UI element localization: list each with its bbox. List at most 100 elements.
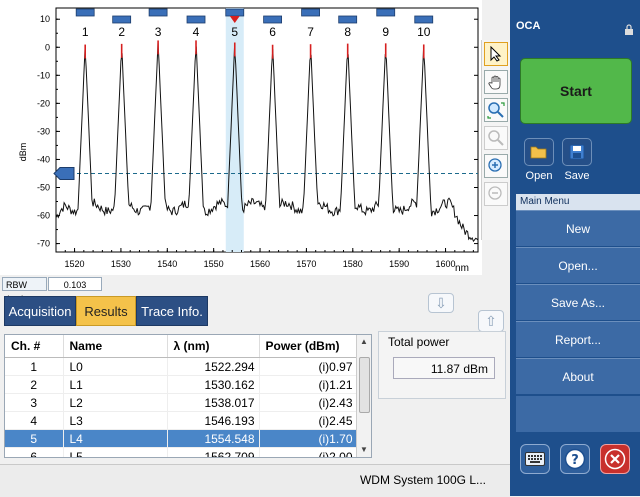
channel-marker-flag <box>338 15 358 24</box>
y-tick-label: -60 <box>37 211 50 221</box>
menu-item-save-as[interactable]: Save As... <box>516 284 640 320</box>
spectrum-chart[interactable]: 10 0 -10 -20 -30 -40 -50 -60 -70 1520 1530 1540 1550… <box>0 0 482 275</box>
table-row[interactable]: 1 L0 1522.294 (i)0.97 <box>5 357 358 376</box>
table-scrollbar[interactable]: ▲ ▼ <box>356 335 371 457</box>
spectrum-svg[interactable]: 10 0 -10 -20 -30 -40 -50 -60 -70 1520 1530 1540 1550… <box>0 0 482 275</box>
cell-wavelength: 1562.709 <box>167 447 260 457</box>
cell-channel: 5 <box>5 429 64 448</box>
x-tick-label: 1560 <box>250 259 270 269</box>
zoom-area-icon[interactable] <box>484 98 508 122</box>
tab-acquisition[interactable]: Acquisition <box>4 296 76 326</box>
rbw-value: 0.103 <box>48 277 102 291</box>
open-button[interactable] <box>524 138 554 166</box>
tab-results[interactable]: Results <box>76 296 136 326</box>
x-tick-label: 1550 <box>204 259 224 269</box>
cell-name: L1 <box>63 375 168 394</box>
channel-marker-label: 9 <box>382 25 389 39</box>
x-tick-label: 1540 <box>157 259 177 269</box>
y-tick-label: -10 <box>37 70 50 80</box>
x-tick-label: 1570 <box>296 259 316 269</box>
scroll-thumb[interactable] <box>359 357 370 413</box>
header-channel[interactable]: Ch. # <box>5 335 64 358</box>
menu-item-report[interactable]: Report... <box>516 321 640 357</box>
cell-channel: 6 <box>5 447 64 457</box>
channel-marker-flag <box>186 15 206 24</box>
header-power[interactable]: Power (dBm) <box>259 335 358 358</box>
channel-marker-label: 2 <box>118 25 125 39</box>
x-tick-label: 1600 <box>436 259 456 269</box>
right-panel: OCA Start Open Save Main Menu New Open..… <box>510 0 640 496</box>
pointer-tool-icon[interactable] <box>484 42 508 66</box>
help-button[interactable]: ? <box>560 444 590 474</box>
channel-marker-label: 4 <box>193 25 200 39</box>
header-name[interactable]: Name <box>63 335 168 358</box>
selected-marker-icon <box>229 16 240 23</box>
zoom-reset-icon[interactable] <box>484 126 508 150</box>
channel-marker-flag <box>263 15 283 24</box>
cell-channel: 2 <box>5 375 64 394</box>
y-tick-label: 10 <box>40 14 50 24</box>
selected-channel-band <box>225 8 244 252</box>
cell-channel: 3 <box>5 393 64 412</box>
channel-marker-label: 1 <box>82 25 89 39</box>
folder-open-icon <box>530 146 547 159</box>
collapse-down-button[interactable]: ⇩ <box>428 293 454 313</box>
table-row-selected[interactable]: 5 L4 1554.548 (i)1.70 <box>5 429 358 448</box>
start-button[interactable]: Start <box>520 58 632 124</box>
main-menu-header: Main Menu <box>516 194 640 210</box>
header-wavelength[interactable]: λ (nm) <box>167 335 260 358</box>
tab-trace-info[interactable]: Trace Info. <box>136 296 208 326</box>
close-button[interactable] <box>600 444 630 474</box>
menu-item-about[interactable]: About <box>516 358 640 394</box>
cell-name: L4 <box>63 429 168 448</box>
arrow-up-icon: ⇧ <box>485 312 497 329</box>
plot-area <box>55 7 479 253</box>
channel-marker-flag <box>376 8 396 17</box>
cell-power: (i)0.97 <box>259 357 358 376</box>
cell-wavelength: 1554.548 <box>167 429 260 448</box>
chart-toolbar <box>481 40 510 240</box>
pan-hand-icon[interactable] <box>484 70 508 94</box>
total-power-value: 11.87 dBm <box>393 357 495 379</box>
zoom-out-icon[interactable] <box>484 182 508 206</box>
keyboard-button[interactable] <box>520 444 550 474</box>
channel-marker-label: 7 <box>307 25 314 39</box>
app-title: OCA <box>516 20 541 32</box>
y-tick-label: -50 <box>37 182 50 192</box>
scroll-down-icon[interactable]: ▼ <box>360 445 368 454</box>
y-tick-label: -40 <box>37 154 50 164</box>
cell-wavelength: 1530.162 <box>167 375 260 394</box>
y-tick-label: -30 <box>37 126 50 136</box>
cell-wavelength: 1546.193 <box>167 411 260 430</box>
status-bar: WDM System 100G L... <box>0 464 510 497</box>
cell-power: (i)2.43 <box>259 393 358 412</box>
table-row[interactable]: 4 L3 1546.193 (i)2.45 <box>5 411 358 430</box>
menu-item-new[interactable]: New <box>516 210 640 246</box>
table-row[interactable]: 3 L2 1538.017 (i)2.43 <box>5 393 358 412</box>
expand-up-button[interactable]: ⇧ <box>478 310 504 332</box>
menu-item-open[interactable]: Open... <box>516 247 640 283</box>
x-tick-label: 1580 <box>343 259 363 269</box>
zoom-in-icon[interactable] <box>484 154 508 178</box>
cell-name: L0 <box>63 357 168 376</box>
y-tick-label: -70 <box>37 239 50 249</box>
menu-empty-area <box>516 396 640 432</box>
keyboard-icon <box>525 452 545 466</box>
cell-name: L2 <box>63 393 168 412</box>
scroll-up-icon[interactable]: ▲ <box>360 337 368 346</box>
arrow-down-icon: ⇩ <box>435 294 447 311</box>
save-button[interactable] <box>562 138 592 166</box>
channel-marker-label: 6 <box>269 25 276 39</box>
lock-icon[interactable] <box>624 24 636 38</box>
channel-marker-label: 3 <box>155 25 162 39</box>
total-power-panel: Total power 11.87 dBm <box>378 331 506 399</box>
status-text: WDM System 100G L... <box>359 473 486 487</box>
cell-name: L5 <box>63 447 168 457</box>
table-row[interactable]: 2 L1 1530.162 (i)1.21 <box>5 375 358 394</box>
channel-marker-label: 10 <box>417 25 431 39</box>
x-axis-unit-label: nm <box>455 263 469 274</box>
floppy-disk-icon <box>569 144 585 160</box>
cell-power: (i)1.70 <box>259 429 358 448</box>
table-row[interactable]: 6 L5 1562.709 (i)2.00 <box>5 447 358 457</box>
close-icon <box>604 448 626 470</box>
